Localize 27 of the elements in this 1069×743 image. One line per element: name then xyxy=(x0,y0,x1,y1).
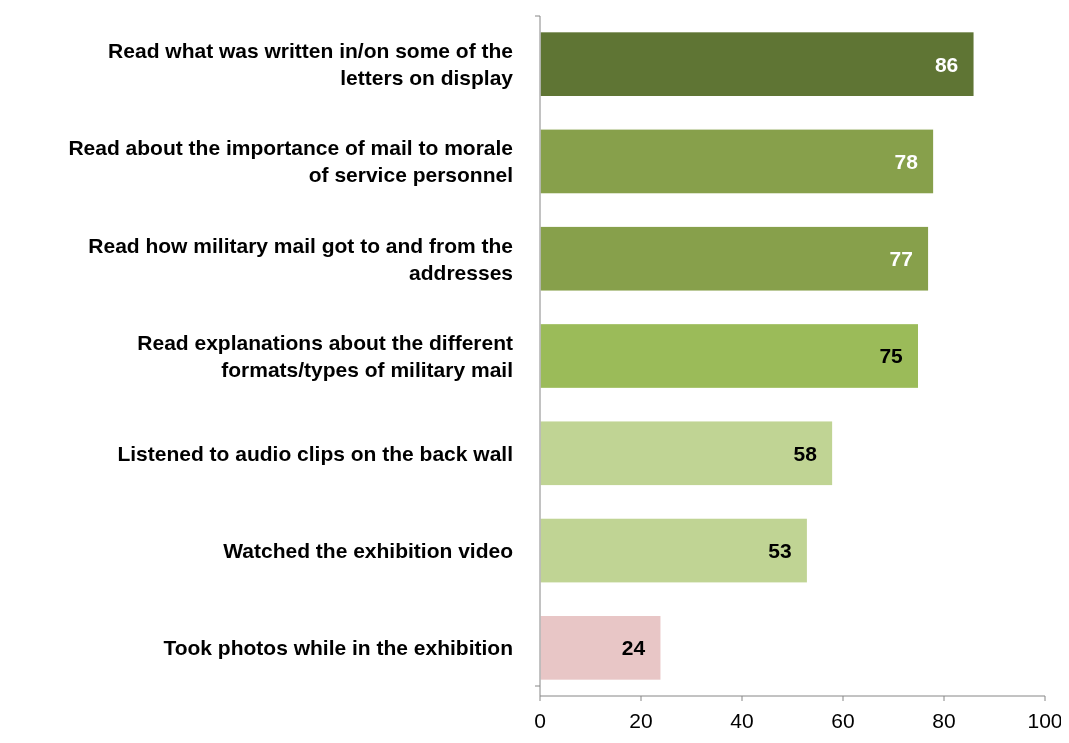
bar xyxy=(539,225,930,293)
y-tick-label: Read how military mail got to and from the addresses xyxy=(88,233,513,284)
bar xyxy=(539,614,662,682)
y-tick-label: Read what was written in/on some of the letters on display xyxy=(108,39,514,89)
data-label: 86 xyxy=(934,52,959,76)
data-label: 24 xyxy=(621,636,646,660)
y-tick-label: Watched the exhibition video xyxy=(223,538,513,562)
bar xyxy=(539,30,976,98)
data-label: 78 xyxy=(894,149,919,173)
data-label: 53 xyxy=(768,538,792,562)
y-tick-label: Took photos while in the exhibition xyxy=(163,636,513,660)
x-tick-label: 20 xyxy=(629,709,653,732)
x-tick-label: 60 xyxy=(831,709,855,732)
y-tick-label: Read about the importance of mail to morale of service personnel xyxy=(68,136,513,187)
bar xyxy=(539,517,809,584)
bar xyxy=(539,128,935,195)
y-tick-label: Listened to audio clips on the back wall xyxy=(117,441,513,465)
x-tick-label: 0 xyxy=(534,709,546,732)
y-tick-label: Read explanations about the different formats/types of military mail xyxy=(137,330,513,381)
data-label: 75 xyxy=(879,344,904,368)
bar xyxy=(539,322,920,390)
x-tick-label: 40 xyxy=(730,709,754,732)
x-tick-label: 80 xyxy=(932,709,956,732)
x-tick-label: 100 xyxy=(1027,709,1063,732)
data-label: 58 xyxy=(793,441,818,465)
bar xyxy=(539,419,834,487)
data-label: 77 xyxy=(889,247,913,271)
